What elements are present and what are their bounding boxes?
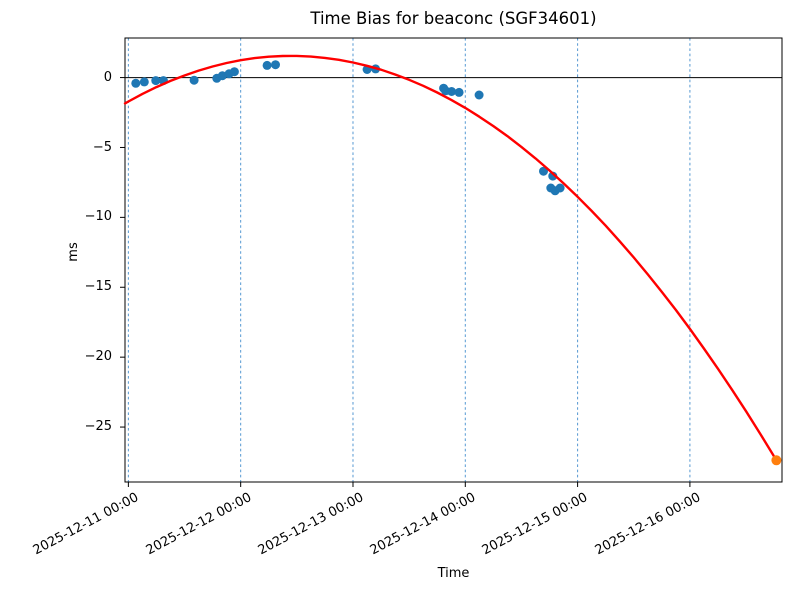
y-tick-label: −25	[84, 419, 112, 435]
time-bias-measurements-point	[151, 76, 161, 86]
time-bias-measurements-point	[271, 60, 280, 70]
time-bias-measurements-point	[447, 87, 457, 96]
y-tick-label: −20	[84, 349, 112, 365]
time-bias-measurements-point	[454, 87, 464, 97]
time-bias-measurements-point	[262, 60, 272, 70]
polynomial-fit-line	[123, 54, 778, 462]
time-bias-measurements-point	[189, 75, 199, 85]
time-bias-measurements-point	[539, 166, 548, 176]
chart-title: Time Bias for beaconc (SGF34601)	[310, 9, 597, 28]
x-axis-label: Time	[437, 566, 470, 581]
time-bias-measurements-point	[555, 183, 565, 193]
time-bias-measurements-point	[131, 78, 141, 88]
y-tick-label: −15	[84, 279, 112, 295]
axes-spines	[124, 37, 783, 483]
y-tick-label: 0	[103, 69, 112, 85]
time-bias-measurements-point	[229, 67, 239, 77]
time-bias-measurements-point	[139, 77, 149, 87]
y-tick-label: −5	[92, 139, 112, 155]
time-bias-measurements-point	[548, 171, 558, 181]
y-tick-label: −10	[84, 209, 112, 225]
time-bias-measurements-point	[474, 90, 484, 100]
latest-measurement-point	[771, 455, 782, 466]
